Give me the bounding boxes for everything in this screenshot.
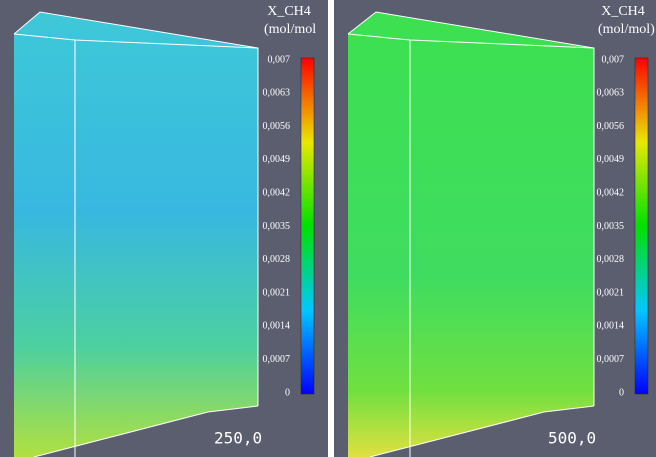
colorbar-tick-label: 0,0028 [263, 254, 291, 265]
colorbar-tick-label: 0 [619, 387, 624, 398]
colorbar-tick-label: 0,0042 [263, 187, 291, 198]
time-label: 250,0 [214, 429, 262, 448]
colorbar-title: X_CH4 [601, 4, 645, 19]
colorbar-tick-label: 0,0007 [263, 354, 291, 365]
screenshot: X_CH4 (mol/mol 0,007 0,0063 0,0056 0,0049 0,00… [0, 0, 656, 457]
colorbar-tick-label: 0,007 [602, 54, 625, 65]
time-label: 500,0 [548, 429, 596, 448]
colorbar [635, 58, 648, 394]
colorbar-tick-label: 0,0063 [263, 88, 291, 99]
volume-left [14, 12, 258, 457]
colorbar-tick-label: 0,0056 [597, 121, 625, 132]
colorbar-tick-label: 0,0028 [597, 254, 625, 265]
colorbar-tick-label: 0,0007 [597, 354, 625, 365]
colorbar-tick-label: 0,0049 [263, 154, 291, 165]
colorbar-tick-label: 0,0021 [263, 287, 291, 298]
colorbar-tick-label: 0,0021 [597, 287, 625, 298]
colorbar [301, 58, 314, 394]
colorbar-tick-label: 0,0042 [597, 187, 625, 198]
colorbar-tick-label: 0,007 [268, 54, 291, 65]
colorbar-tick-label: 0 [285, 387, 290, 398]
volume-right [348, 12, 594, 457]
colorbar-unit: (mol/mol [264, 22, 316, 37]
colorbar-unit: (mol/mol) [598, 22, 655, 37]
colorbar-tick-label: 0,0049 [597, 154, 625, 165]
colorbar-tick-label: 0,0056 [263, 121, 291, 132]
colorbar-tick-label: 0,0014 [597, 321, 625, 332]
colorbar-title: X_CH4 [267, 4, 311, 19]
colorbar-tick-label: 0,0035 [597, 221, 625, 232]
colorbar-tick-label: 0,0063 [597, 88, 625, 99]
colorbar-tick-label: 0,0014 [263, 321, 291, 332]
colorbar-tick-label: 0,0035 [263, 221, 291, 232]
